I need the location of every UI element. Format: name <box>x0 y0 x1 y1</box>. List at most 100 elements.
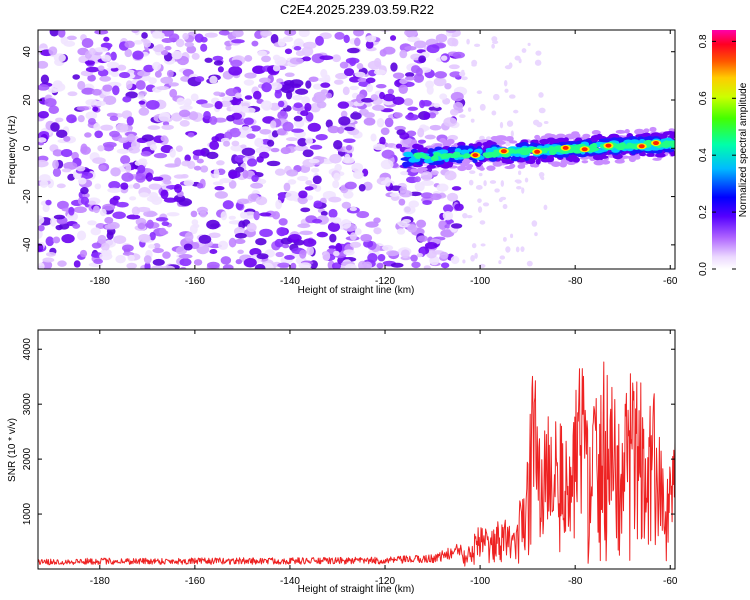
heatmap-noise-cell <box>404 76 416 81</box>
heatmap-signal-cell <box>467 163 474 168</box>
heatmap-noise-cell <box>191 52 200 60</box>
heatmap-noise-cell <box>94 130 103 139</box>
heatmap-noise-cell <box>60 148 73 158</box>
heatmap-signal-cell <box>509 163 516 169</box>
heatmap-noise-cell <box>218 240 229 250</box>
heatmap-noise-cell <box>55 224 63 231</box>
heatmap-noise-cell <box>168 82 180 87</box>
heatmap-signal-cell <box>491 153 497 158</box>
heatmap-noise-cell <box>479 103 486 111</box>
heatmap-noise-cell <box>137 222 146 230</box>
heatmap-noise-cell <box>237 198 250 205</box>
heatmap-noise-cell <box>275 199 282 210</box>
heatmap-noise-cell <box>415 67 423 77</box>
heatmap-noise-cell <box>229 127 241 138</box>
heatmap-noise-cell <box>363 112 375 119</box>
heatmap-noise-cell <box>449 71 462 78</box>
heatmap-noise-cell <box>228 170 241 179</box>
heatmap-noise-cell <box>208 232 221 239</box>
heatmap-noise-cell <box>38 215 45 225</box>
heatmap-noise-cell <box>295 88 309 95</box>
heatmap-noise-cell <box>386 250 399 257</box>
heatmap-noise-cell <box>38 84 50 91</box>
heatmap-noise-cell <box>76 165 86 172</box>
x-tick-label: -180 <box>90 276 110 287</box>
heatmap-noise-cell <box>200 43 208 52</box>
heatmap-noise-cell <box>97 234 107 244</box>
heatmap-noise-cell <box>320 69 328 78</box>
heatmap-signal-cell <box>633 139 640 144</box>
heatmap-noise-cell <box>239 211 248 219</box>
heatmap-noise-cell <box>483 180 487 187</box>
heatmap-noise-cell <box>206 151 219 160</box>
heatmap-noise-cell <box>103 95 117 106</box>
heatmap-noise-cell <box>390 262 404 268</box>
heatmap-noise-cell <box>159 227 167 236</box>
heatmap-noise-cell <box>38 225 45 232</box>
x-tick-label: -180 <box>90 576 110 587</box>
heatmap-noise-cell <box>365 77 376 84</box>
heatmap-noise-cell <box>219 178 232 184</box>
heatmap-noise-cell <box>307 122 321 132</box>
heatmap-noise-cell <box>306 195 314 201</box>
heatmap-noise-cell <box>129 196 137 201</box>
heatmap-noise-cell <box>403 205 416 215</box>
heatmap-noise-cell <box>240 144 247 149</box>
heatmap-noise-cell <box>121 172 134 182</box>
heatmap-noise-cell <box>428 112 437 119</box>
heatmap-noise-cell <box>89 47 96 55</box>
colorbar-tick-label: 0.2 <box>698 205 709 219</box>
heatmap-signal-cell <box>485 147 494 152</box>
heatmap-signal-cell <box>546 156 555 163</box>
heatmap-noise-cell <box>127 254 135 262</box>
heatmap-noise-cell <box>92 157 106 164</box>
heatmap-noise-cell <box>235 166 245 173</box>
heatmap-noise-cell <box>344 126 355 131</box>
heatmap-noise-cell <box>211 136 220 142</box>
heatmap-signal-cell <box>669 131 675 137</box>
heatmap-signal-cell <box>668 128 675 132</box>
heatmap-noise-cell <box>126 116 134 126</box>
x-tick-label: -140 <box>280 276 300 287</box>
heatmap-noise-cell <box>269 120 277 129</box>
heatmap-noise-cell <box>250 125 261 132</box>
heatmap-noise-cell <box>417 235 428 242</box>
heatmap-noise-cell <box>209 140 220 151</box>
heatmap-noise-cell <box>534 232 538 237</box>
heatmap-noise-cell <box>259 212 272 217</box>
heatmap-noise-cell <box>365 221 379 228</box>
heatmap-signal-cell <box>629 143 636 147</box>
heatmap-signal-cell <box>539 138 551 145</box>
heatmap-noise-cell <box>399 190 413 198</box>
heatmap-noise-cell <box>66 35 77 41</box>
heatmap-noise-cell <box>461 76 468 81</box>
heatmap-noise-cell <box>498 197 503 203</box>
heatmap-noise-cell <box>234 238 246 244</box>
heatmap-noise-cell <box>147 244 156 249</box>
heatmap-noise-cell <box>277 110 289 121</box>
heatmap-noise-cell <box>53 214 66 220</box>
heatmap-noise-cell <box>277 100 285 108</box>
heatmap-noise-cell <box>353 30 365 37</box>
heatmap-noise-cell <box>72 223 81 229</box>
x-tick-label: -140 <box>280 576 300 587</box>
heatmap-noise-cell <box>115 201 129 208</box>
heatmap-peak-cell <box>605 143 612 148</box>
heatmap-noise-cell <box>149 144 158 151</box>
snr-x-ticks: -180 -160 -140 -120 -100 -80 -60 <box>90 330 678 587</box>
heatmap-noise-cell <box>422 200 432 206</box>
heatmap-noise-cell <box>237 249 244 254</box>
heatmap-noise-cell <box>305 80 312 89</box>
heatmap-noise-cell <box>304 186 314 191</box>
heatmap-noise-cell <box>162 251 171 259</box>
heatmap-noise-cell <box>376 118 385 128</box>
heatmap-noise-cell <box>361 97 375 103</box>
snr-x-axis-label: Height of straight line (km) <box>298 584 415 595</box>
heatmap-noise-cell <box>292 94 303 101</box>
heatmap-noise-cell <box>390 35 397 41</box>
heatmap-noise-cell <box>160 189 169 200</box>
heatmap-noise-cell <box>272 211 281 220</box>
heatmap-noise-cell <box>225 88 239 97</box>
heatmap-noise-cell <box>223 140 231 147</box>
heatmap-noise-cell <box>373 143 386 151</box>
